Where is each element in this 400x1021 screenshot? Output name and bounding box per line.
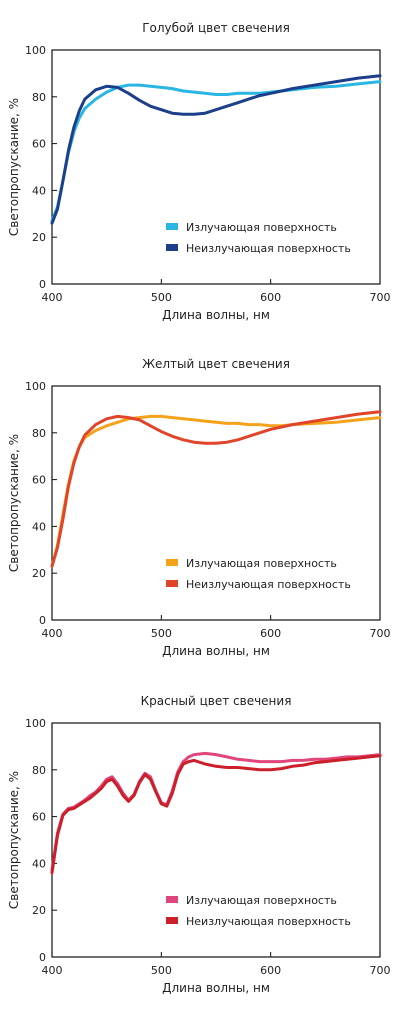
legend-swatch — [166, 917, 178, 924]
y-tick-label: 0 — [39, 614, 46, 627]
y-tick-label: 20 — [32, 904, 46, 917]
y-tick-label: 80 — [32, 91, 46, 104]
legend-swatch — [166, 580, 178, 587]
y-tick-label: 0 — [39, 278, 46, 291]
legend-label: Излучающая поверхность — [186, 557, 337, 570]
y-axis-title: Светопропускание, % — [7, 434, 21, 572]
x-tick-label: 700 — [370, 291, 391, 304]
chart-panel-2: Желтый цвет свечения 0 20 40 60 80 100 400 500 60… — [7, 357, 391, 658]
legend-label: Неизлучающая поверхность — [186, 242, 351, 255]
y-tick-label: 60 — [32, 474, 46, 487]
series-line-1 — [50, 80, 382, 223]
legend-label: Неизлучающая поверхность — [186, 578, 351, 591]
y-tick-label: 20 — [32, 231, 46, 244]
legend-label: Неизлучающая поверхность — [186, 915, 351, 928]
y-tick-label: 60 — [32, 811, 46, 824]
legend-swatch — [166, 244, 178, 251]
x-tick-label: 400 — [42, 291, 63, 304]
plot-frame — [51, 722, 381, 958]
y-tick-label: 100 — [25, 717, 46, 730]
chart-panel-3: Красный цвет свечения 0 20 40 60 80 100 400 500 6… — [7, 694, 391, 995]
y-tick-label: 20 — [32, 567, 46, 580]
x-tick-label: 500 — [151, 291, 172, 304]
y-tick-label: 80 — [32, 427, 46, 440]
chart-title: Желтый цвет свечения — [142, 357, 290, 371]
x-axis-title: Длина волны, нм — [162, 308, 270, 322]
y-tick-label: 100 — [25, 44, 46, 57]
x-tick-label: 500 — [151, 627, 172, 640]
y-tick-label: 100 — [25, 380, 46, 393]
legend-swatch — [166, 896, 178, 903]
plot-frame — [51, 385, 381, 621]
series-line-2 — [50, 74, 382, 225]
y-tick-label: 40 — [32, 520, 46, 533]
y-tick-label: 60 — [32, 138, 46, 151]
y-tick-label: 80 — [32, 764, 46, 777]
chart-title: Красный цвет свечения — [141, 694, 292, 708]
x-tick-label: 600 — [260, 291, 281, 304]
y-tick-label: 40 — [32, 857, 46, 870]
x-axis-title: Длина волны, нм — [162, 644, 270, 658]
x-tick-label: 400 — [42, 964, 63, 977]
y-tick-label: 40 — [32, 184, 46, 197]
chart-title: Голубой цвет свечения — [142, 21, 290, 35]
x-axis-title: Длина волны, нм — [162, 981, 270, 995]
x-tick-label: 600 — [260, 627, 281, 640]
series-line-1 — [50, 414, 382, 568]
chart-panel-1: Голубой цвет свечения 0 20 40 60 80 100 400 500 6… — [7, 21, 391, 322]
series-line-2 — [50, 410, 382, 568]
plot-frame — [51, 49, 381, 285]
y-axis-title: Светопропускание, % — [7, 98, 21, 236]
legend-label: Излучающая поверхность — [186, 221, 337, 234]
legend-swatch — [166, 559, 178, 566]
y-axis-title: Светопропускание, % — [7, 771, 21, 909]
series-line-1 — [50, 751, 382, 872]
series-line-2 — [50, 754, 382, 875]
x-tick-label: 500 — [151, 964, 172, 977]
x-tick-label: 600 — [260, 964, 281, 977]
legend-swatch — [166, 223, 178, 230]
x-tick-label: 700 — [370, 627, 391, 640]
x-tick-label: 400 — [42, 627, 63, 640]
x-tick-label: 700 — [370, 964, 391, 977]
legend-label: Излучающая поверхность — [186, 894, 337, 907]
y-tick-label: 0 — [39, 951, 46, 964]
